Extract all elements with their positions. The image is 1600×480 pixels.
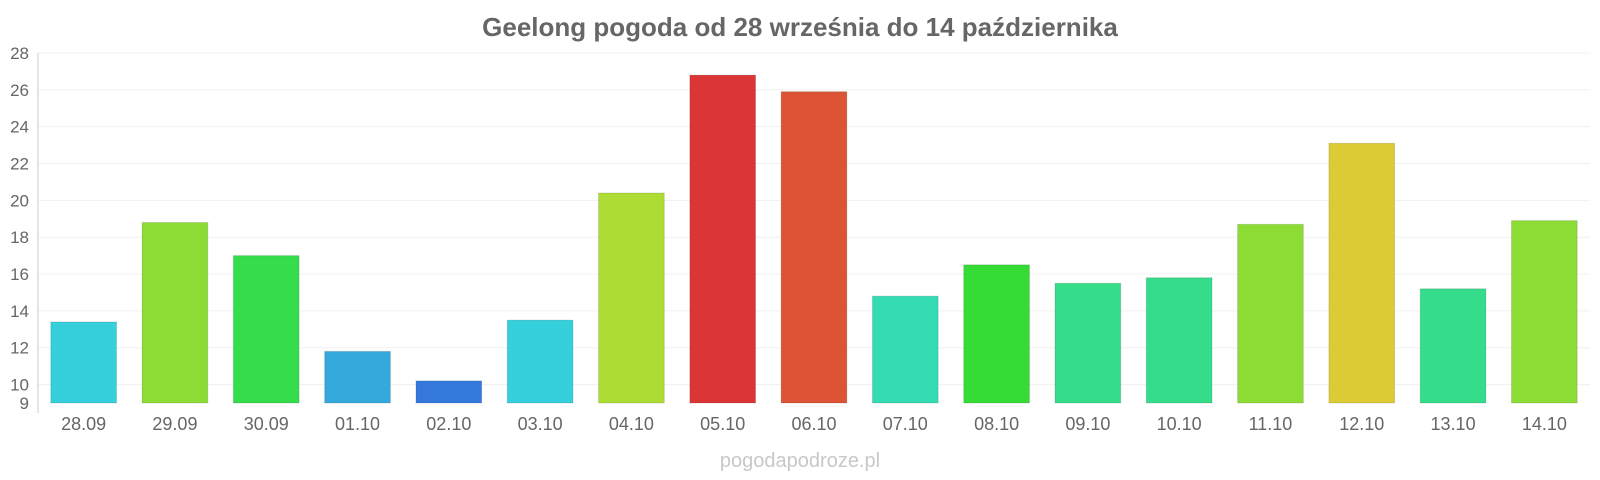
y-tick-label: 12: [10, 339, 29, 358]
x-tick-label: 09.10: [1065, 414, 1110, 434]
bar-06.10: [780, 91, 848, 404]
bar-02.10: [415, 380, 483, 404]
x-tick-label: 05.10: [700, 414, 745, 434]
bar-03.10: [506, 319, 574, 404]
x-axis: 28.09 29.09 30.09 01.10 02.10 03.10 04.10 05.10…: [61, 414, 1567, 434]
x-tick-label: 28.09: [61, 414, 106, 434]
bar-30.09: [232, 255, 300, 404]
x-tick-label: 01.10: [335, 414, 380, 434]
y-tick-label: 26: [10, 81, 29, 100]
x-tick-label: 10.10: [1157, 414, 1202, 434]
x-tick-label: 07.10: [883, 414, 928, 434]
y-tick-label: 22: [10, 155, 29, 174]
bar-09.10: [1054, 282, 1122, 404]
x-tick-label: 04.10: [609, 414, 654, 434]
y-tick-label: 20: [10, 191, 29, 210]
y-tick-label: 9: [20, 394, 29, 413]
y-tick-label: 10: [10, 376, 29, 395]
x-tick-label: 03.10: [518, 414, 563, 434]
x-tick-label: 14.10: [1522, 414, 1567, 434]
bar-12.10: [1328, 142, 1396, 404]
bar-05.10: [689, 74, 757, 404]
bar-10.10: [1145, 277, 1213, 404]
y-tick-label: 16: [10, 265, 29, 284]
y-axis: 910 12 14 16 18 20 22 24 26 28: [10, 44, 39, 413]
bar-29.09: [141, 221, 209, 404]
x-tick-label: 11.10: [1249, 414, 1293, 434]
x-tick-label: 29.09: [152, 414, 197, 434]
x-tick-label: 13.10: [1431, 414, 1476, 434]
watermark: pogodapodroze.pl: [720, 450, 880, 472]
bar-04.10: [598, 192, 665, 404]
bars: [50, 74, 1578, 404]
bar-14.10: [1510, 220, 1578, 404]
y-tick-label: 14: [10, 302, 29, 321]
x-tick-label: 02.10: [426, 414, 471, 434]
bar-11.10: [1237, 223, 1304, 404]
bar-01.10: [324, 350, 391, 404]
bar-13.10: [1419, 288, 1487, 404]
x-tick-label: 12.10: [1339, 414, 1384, 434]
chart-title: Geelong pogoda od 28 września do 14 paźd…: [482, 12, 1118, 42]
y-tick-label: 28: [10, 44, 29, 63]
bar-28.09: [50, 321, 118, 404]
y-tick-label: 18: [10, 228, 29, 247]
y-tick-label: 24: [10, 118, 29, 137]
x-tick-label: 06.10: [791, 414, 836, 434]
x-tick-label: 08.10: [974, 414, 1019, 434]
x-tick-label: 30.09: [244, 414, 289, 434]
bar-08.10: [963, 264, 1030, 404]
bar-07.10: [871, 295, 939, 404]
